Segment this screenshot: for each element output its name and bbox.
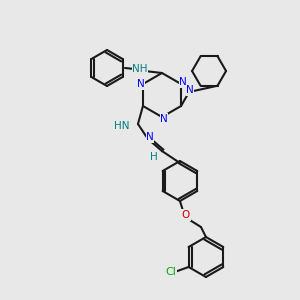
Text: N: N — [186, 85, 194, 95]
Text: O: O — [182, 210, 190, 220]
Text: N: N — [160, 114, 168, 124]
Text: Cl: Cl — [165, 267, 176, 277]
Text: N: N — [179, 77, 187, 87]
Text: H: H — [150, 152, 158, 162]
Text: HN: HN — [114, 121, 130, 131]
Text: N: N — [137, 79, 145, 89]
Text: NH: NH — [132, 64, 148, 74]
Text: N: N — [146, 132, 154, 142]
